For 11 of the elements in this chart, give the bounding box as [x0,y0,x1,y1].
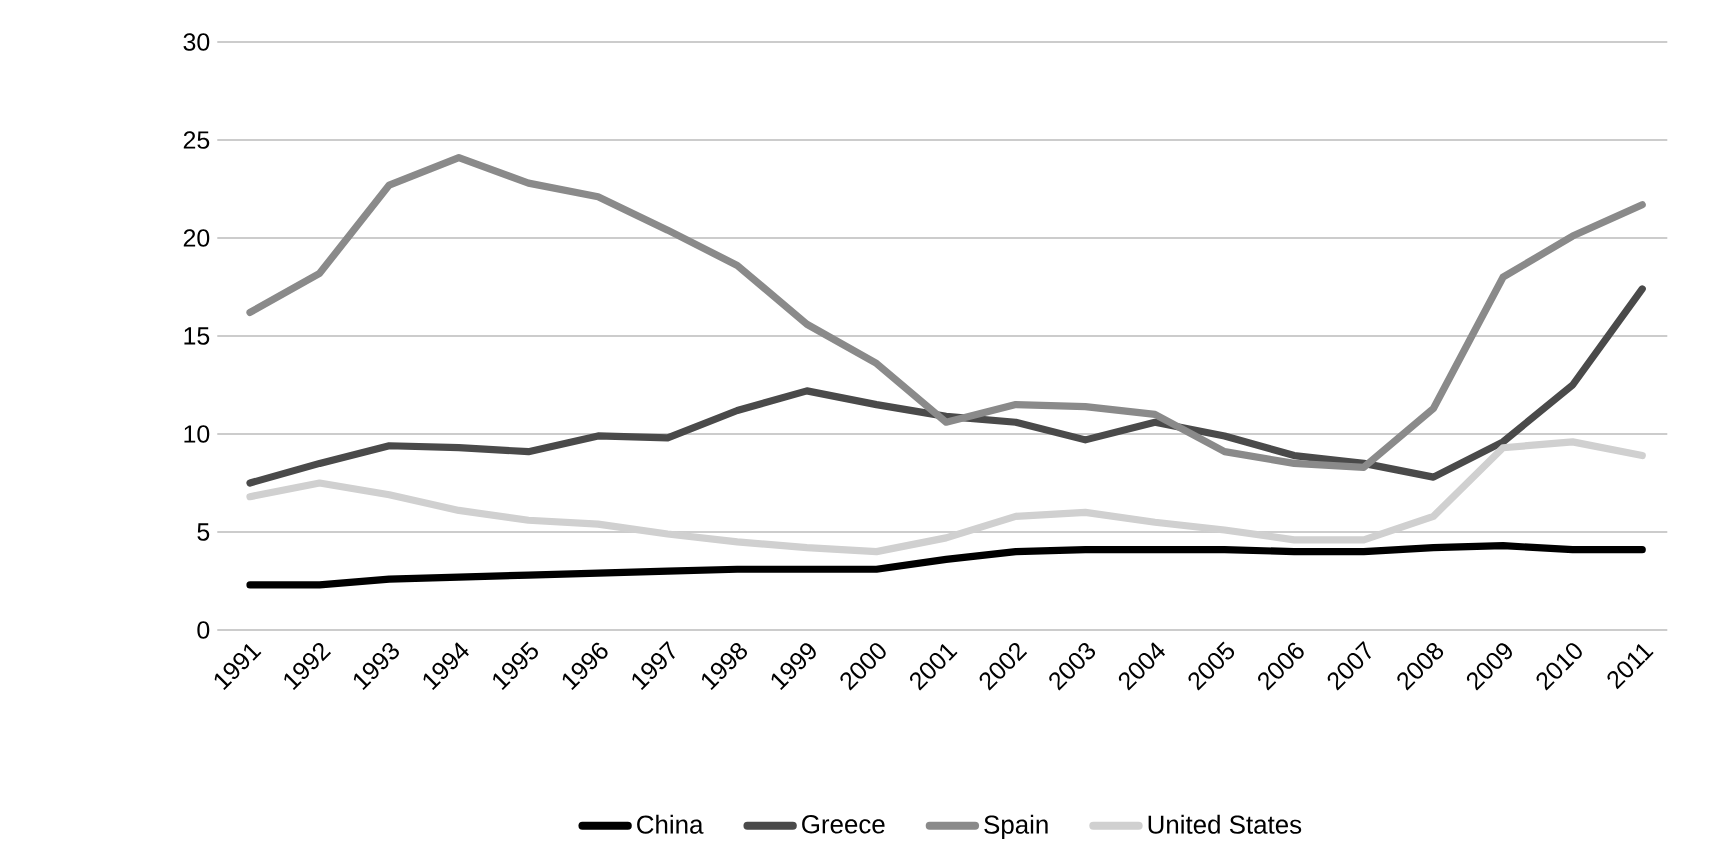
y-tick-label: 10 [184,424,210,443]
legend-label: Greece [802,814,885,834]
y-tick-label: 0 [197,620,210,639]
y-tick-label: 5 [197,523,210,541]
legend-label: China [637,814,704,834]
y-tick-label: 15 [184,327,210,345]
y-tick-label: 25 [183,130,210,149]
legend-label: Spain [984,814,1048,839]
y-tick-label: 30 [183,32,210,51]
y-tick-label: 20 [183,228,210,247]
legend-label: United States [1148,814,1302,834]
